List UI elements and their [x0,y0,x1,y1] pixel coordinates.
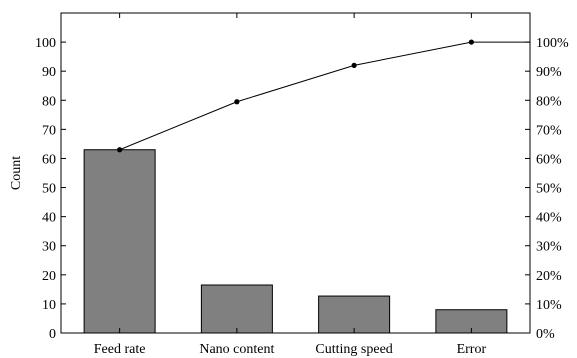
bar-1 [83,149,156,334]
y2-tick-label: 80% [536,94,562,109]
y-tick-label: 40 [42,211,56,226]
plot-frame [60,12,531,334]
y-tick-label: 0 [49,327,56,342]
y-tick-label: 60 [42,152,56,167]
y-tick-label: 80 [42,94,56,109]
y2-tick-label: 10% [536,298,562,313]
cumulative-line-layer [117,39,530,153]
x-tick-label: Nano content [199,342,274,357]
y-tick-label: 90 [42,65,56,80]
x-tick-label: Feed rate [94,342,146,357]
y2-tick-label: 40% [536,211,562,226]
cumulative-point-2 [234,99,240,105]
y-tick-label: 70 [42,123,56,138]
y-axis-left: 0 10 20 30 40 50 60 70 80 90 100 [35,36,66,342]
y2-tick-label: 30% [536,240,562,255]
x-tick-label: Cutting speed [315,342,392,357]
cumulative-point-1 [117,147,123,153]
cumulative-point-3 [351,62,357,68]
y2-tick-label: 0% [536,327,555,342]
bars-layer [83,149,508,334]
y2-tick-label: 100% [536,36,569,51]
x-tick-label: Error [457,342,487,357]
y-tick-label: 20 [42,269,56,284]
y-tick-label: 10 [42,298,56,313]
bar-2 [200,284,273,334]
cumulative-line [119,41,530,151]
y-axis-right: 0% 10% 20% 30% 40% 50% 60% 70% 80% 90% 100% [525,36,569,342]
y2-tick-label: 90% [536,65,562,80]
cumulative-point-4 [468,39,474,45]
y2-tick-label: 60% [536,152,562,167]
x-axis: Feed rate Nano content Cutting speed Error [94,13,487,357]
y2-tick-label: 20% [536,269,562,284]
bar-3 [318,295,391,334]
y2-tick-label: 50% [536,182,562,197]
y-tick-label: 50 [42,182,56,197]
y-tick-label: 30 [42,240,56,255]
y-axis-title: Count [9,156,24,190]
y-tick-label: 100 [35,36,56,51]
y2-tick-label: 70% [536,123,562,138]
